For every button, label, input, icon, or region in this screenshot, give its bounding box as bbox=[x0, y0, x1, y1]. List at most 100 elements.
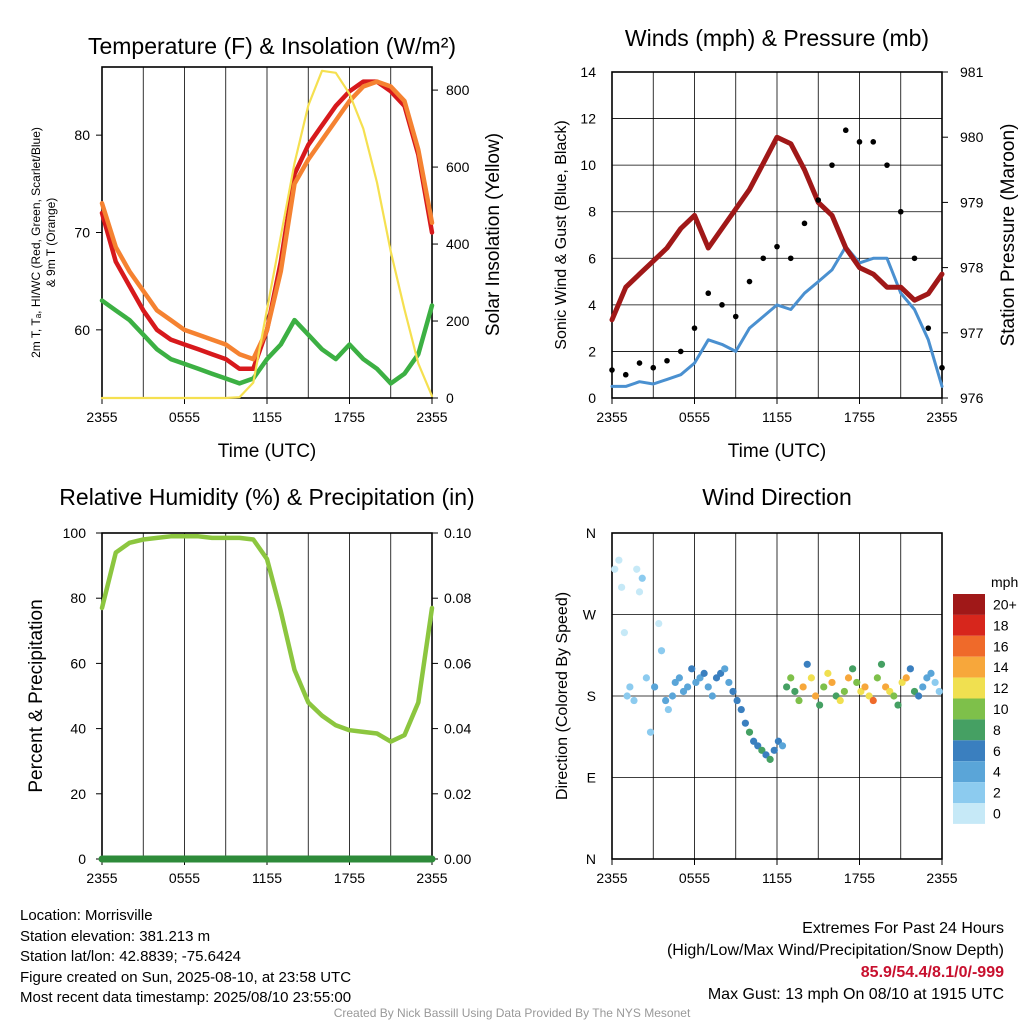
temp-series-line bbox=[99, 298, 435, 386]
speed-legend-swatch bbox=[953, 656, 985, 678]
wdir-point bbox=[623, 692, 631, 700]
rh-ytick-label: 60 bbox=[70, 655, 86, 671]
wdir-point bbox=[869, 696, 877, 705]
speed-legend-swatch bbox=[953, 594, 985, 615]
speed-legend-label: 0 bbox=[993, 805, 1001, 821]
temp-ytick-right-label: 200 bbox=[446, 313, 470, 329]
wdir-point bbox=[795, 696, 803, 705]
wdir-point bbox=[935, 687, 943, 696]
gust-point bbox=[829, 162, 835, 168]
wdir-point bbox=[816, 701, 824, 709]
speed-legend-swatch bbox=[953, 803, 985, 824]
rh-xtick-label: 0555 bbox=[169, 870, 200, 886]
wdir-point bbox=[890, 692, 898, 700]
speed-legend-label: 18 bbox=[993, 617, 1009, 633]
rh-xtick-label: 2355 bbox=[86, 870, 117, 886]
wdir-point bbox=[688, 665, 696, 673]
wdir-point bbox=[618, 583, 626, 591]
wdir-point bbox=[820, 683, 828, 691]
wind-xtick-label: 2355 bbox=[596, 409, 627, 425]
wdir-point bbox=[626, 683, 634, 691]
speed-legend-label: 4 bbox=[993, 764, 1001, 780]
wdir-point bbox=[741, 719, 749, 727]
wdir-point bbox=[873, 674, 881, 682]
rh-ytick-label: 20 bbox=[70, 786, 86, 802]
wind-ytick-label: 0 bbox=[588, 390, 596, 406]
temp-ytick-label: 70 bbox=[74, 225, 90, 241]
speed-legend-label: 16 bbox=[993, 638, 1009, 654]
speed-legend-swatch bbox=[953, 782, 985, 803]
wdir-point bbox=[770, 746, 778, 754]
extremes-values: 85.9/54.4/8.1/0/-999 bbox=[860, 964, 1004, 981]
speed-legend-swatch bbox=[953, 719, 985, 741]
gust-point bbox=[609, 367, 615, 373]
wdir-point bbox=[778, 742, 787, 750]
wdir-point bbox=[799, 683, 807, 691]
wdir-point bbox=[919, 683, 927, 691]
wind-ytick-label: 4 bbox=[588, 297, 596, 313]
speed-legend-label: 20+ bbox=[993, 596, 1017, 612]
wdir-ytick-label: N bbox=[586, 525, 596, 541]
temp-ytick-label: 80 bbox=[74, 127, 90, 143]
wdir-xtick-label: 2355 bbox=[926, 870, 957, 886]
rh-ytick-right-label: 0.04 bbox=[444, 721, 471, 737]
gust-point bbox=[787, 255, 794, 262]
gust-point bbox=[774, 243, 780, 250]
gust-point bbox=[842, 127, 849, 134]
wdir-point bbox=[931, 678, 939, 687]
speed-legend-swatch bbox=[953, 698, 985, 720]
wdir-point bbox=[725, 678, 733, 687]
speed-legend-label: 10 bbox=[993, 701, 1009, 717]
wdir-xtick-label: 0555 bbox=[679, 870, 710, 886]
wind-ylabel-right: Station Pressure (Maroon) bbox=[998, 124, 1019, 347]
temp-ytick-right-label: 400 bbox=[446, 236, 470, 252]
gust-point bbox=[636, 360, 643, 366]
elevation-text: Station elevation: 381.213 m bbox=[20, 927, 211, 945]
rh-ytick-right-label: 0.06 bbox=[444, 655, 471, 671]
wind-xtick-label: 0555 bbox=[679, 409, 710, 425]
rh-ytick-label: 0 bbox=[78, 851, 86, 867]
wdir-point bbox=[664, 705, 672, 714]
wind-ytick-label: 2 bbox=[588, 343, 596, 359]
temp-xtick-label: 1755 bbox=[334, 409, 365, 425]
wdir-ytick-label: S bbox=[587, 688, 596, 704]
gust-point bbox=[911, 255, 918, 262]
wind-ytick-right-label: 980 bbox=[960, 129, 984, 145]
temp-series-line bbox=[100, 69, 434, 400]
rh-ytick-label: 40 bbox=[70, 721, 86, 737]
wdir-xtick-label: 2355 bbox=[596, 870, 627, 886]
wdir-point bbox=[927, 669, 935, 677]
rh-ytick-label: 100 bbox=[63, 525, 87, 541]
wdir-point bbox=[721, 665, 729, 673]
pressure-line bbox=[609, 134, 945, 323]
wdir-point bbox=[849, 665, 857, 673]
extremes-info: Extremes For Past 24 Hours (High/Low/Max… bbox=[667, 918, 1004, 1006]
wdir-point bbox=[894, 701, 902, 709]
speed-legend-title: mph bbox=[991, 574, 1018, 590]
speed-legend-label: 12 bbox=[993, 680, 1009, 696]
wind-ytick-label: 8 bbox=[588, 204, 596, 220]
wdir-point bbox=[807, 674, 815, 682]
temp-title: Temperature (F) & Insolation (W/m²) bbox=[88, 33, 456, 59]
wdir-point bbox=[630, 696, 638, 705]
wdir-point bbox=[668, 692, 677, 700]
wdir-point bbox=[729, 687, 737, 696]
wind-xtick-label: 1755 bbox=[844, 409, 875, 425]
wind-ytick-label: 14 bbox=[580, 64, 596, 80]
wdir-point bbox=[861, 683, 869, 691]
wdir-point bbox=[745, 728, 754, 736]
wind-xtick-label: 1155 bbox=[762, 409, 792, 425]
wdir-point bbox=[844, 674, 853, 682]
wind-title: Winds (mph) & Pressure (mb) bbox=[625, 25, 929, 51]
wind-xlabel: Time (UTC) bbox=[728, 441, 827, 462]
wdir-title: Wind Direction bbox=[702, 484, 852, 510]
rh-ytick-right-label: 0.08 bbox=[444, 590, 471, 606]
temp-xtick-label: 0555 bbox=[169, 409, 200, 425]
wdir-point bbox=[737, 705, 745, 714]
rh-xtick-label: 1755 bbox=[334, 870, 365, 886]
max-gust-text: Max Gust: 13 mph On 08/10 at 1915 UTC bbox=[707, 986, 1004, 1003]
wdir-xtick-label: 1755 bbox=[844, 870, 875, 886]
temp-ylabel-right: Solar Insolation (Yellow) bbox=[483, 133, 504, 336]
wind-ytick-label: 12 bbox=[580, 111, 596, 127]
rh-line bbox=[99, 534, 435, 744]
